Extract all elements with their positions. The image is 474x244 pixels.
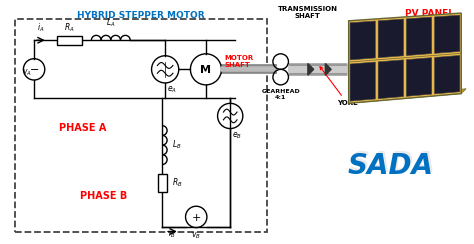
Polygon shape: [325, 63, 331, 75]
Text: SADA: SADA: [349, 151, 435, 179]
Text: TRANSMISSION
SHAFT: TRANSMISSION SHAFT: [278, 6, 338, 19]
Text: $v_A$: $v_A$: [22, 68, 32, 78]
Text: HYBRID STEPPER MOTOR: HYBRID STEPPER MOTOR: [77, 11, 205, 20]
Text: PHASE B: PHASE B: [81, 191, 128, 201]
Text: PV PANEL: PV PANEL: [405, 9, 454, 18]
Text: $e_B$: $e_B$: [232, 131, 242, 141]
Text: $i_B$: $i_B$: [168, 228, 176, 240]
Text: YOKE: YOKE: [320, 67, 358, 106]
Text: M: M: [201, 65, 211, 75]
Text: $L_B$: $L_B$: [172, 139, 182, 151]
Bar: [158, 174, 167, 192]
Polygon shape: [378, 60, 403, 99]
Text: MOTOR
SHAFT: MOTOR SHAFT: [224, 55, 254, 68]
Text: $R_B$: $R_B$: [172, 177, 182, 189]
Polygon shape: [349, 13, 461, 103]
Text: +: +: [191, 213, 201, 223]
Polygon shape: [350, 21, 375, 60]
Polygon shape: [435, 55, 460, 94]
Text: $L_A$: $L_A$: [106, 16, 116, 29]
Text: $i_A$: $i_A$: [37, 22, 45, 34]
Text: SADA: SADA: [347, 152, 433, 180]
Bar: [15, 19, 267, 233]
Polygon shape: [406, 58, 432, 96]
Text: −: −: [29, 65, 39, 75]
Polygon shape: [406, 17, 432, 56]
Bar: [57, 36, 82, 45]
Polygon shape: [349, 89, 466, 103]
Polygon shape: [308, 63, 314, 75]
Polygon shape: [378, 19, 403, 58]
Text: GEARHEAD
4:1: GEARHEAD 4:1: [261, 89, 300, 100]
Text: $e_A$: $e_A$: [167, 85, 177, 95]
Text: $v_B$: $v_B$: [191, 231, 201, 241]
Polygon shape: [350, 62, 375, 101]
Text: PHASE A: PHASE A: [59, 122, 106, 132]
Text: $R_A$: $R_A$: [64, 21, 75, 34]
Polygon shape: [435, 15, 460, 53]
